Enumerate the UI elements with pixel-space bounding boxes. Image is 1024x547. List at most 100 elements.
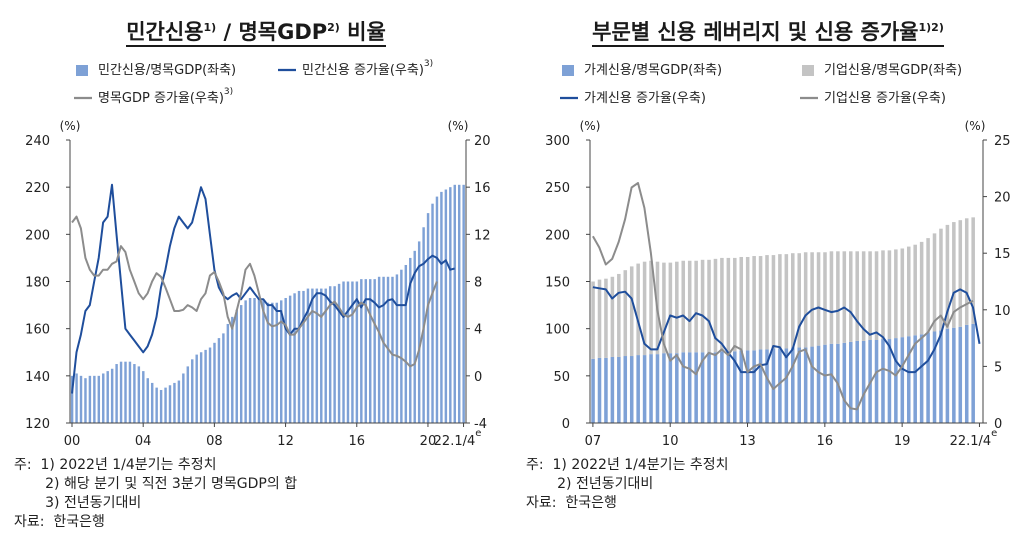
- left-bar: [226, 323, 230, 423]
- right-bar: [842, 342, 847, 423]
- right-bar: [610, 276, 615, 357]
- right-bar: [919, 241, 924, 335]
- right-bar: [919, 334, 924, 423]
- left-bar: [328, 286, 332, 423]
- right-title-sup: 1)2): [918, 21, 944, 34]
- right-bar: [881, 250, 885, 340]
- right-bar: [758, 256, 763, 350]
- left-bar: [70, 375, 74, 423]
- right-x-tick-label: 16: [817, 434, 834, 449]
- right-bar: [836, 251, 840, 344]
- left-legend-label: 민간신용 증가율(우축)3): [302, 59, 433, 78]
- left-bar: [302, 290, 305, 423]
- right-bar: [868, 251, 872, 340]
- right-bar: [848, 341, 853, 423]
- right-bar: [604, 278, 608, 358]
- right-right-tick-label: 20: [994, 191, 1011, 206]
- left-bar: [311, 288, 314, 423]
- right-legend-swatch: [802, 65, 814, 76]
- right-bar: [894, 338, 898, 423]
- left-right-tick-label: 16: [474, 181, 491, 196]
- right-bar: [617, 273, 621, 357]
- right-bar: [771, 255, 776, 349]
- right-legend-item: 기업신용 증가율(우축): [800, 91, 946, 106]
- right-bar: [720, 351, 724, 423]
- left-bar: [355, 281, 359, 423]
- left-bar: [257, 298, 261, 423]
- left-bar: [297, 290, 301, 423]
- left-bar: [191, 359, 194, 423]
- right-bar: [623, 356, 628, 423]
- left-bar: [137, 366, 141, 423]
- right-bar: [681, 260, 686, 353]
- left-bar: [417, 241, 421, 423]
- right-left-tick-label: 50: [553, 370, 570, 385]
- left-bar: [360, 279, 363, 423]
- right-bar: [623, 270, 628, 357]
- right-bar: [952, 222, 956, 328]
- left-bar: [235, 309, 238, 423]
- left-bar: [337, 283, 341, 423]
- right-bar: [797, 253, 801, 348]
- right-right-tick-label: 0: [994, 417, 1002, 432]
- right-right-tick-label: 25: [994, 134, 1011, 149]
- left-bar: [373, 279, 376, 423]
- left-bar: [133, 364, 136, 423]
- left-bar: [115, 364, 118, 423]
- right-right-tick-label: 15: [994, 247, 1011, 262]
- left-bar: [97, 375, 101, 423]
- right-bar: [591, 358, 595, 423]
- left-bar: [128, 361, 132, 423]
- left-bar: [213, 342, 216, 423]
- left-left-tick-label: 140: [25, 370, 50, 385]
- right-bar: [932, 331, 937, 423]
- left-bar: [293, 293, 296, 423]
- left-bar: [119, 361, 123, 423]
- left-bar: [440, 191, 443, 423]
- left-bar: [315, 288, 319, 423]
- right-bar: [642, 261, 647, 356]
- right-bar: [668, 353, 673, 423]
- right-chart-svg: 가계신용/명목GDP(좌축) 기업신용/명목GDP(좌축) 가계신용 증가율(우축)…: [545, 63, 1011, 449]
- left-bar: [346, 281, 350, 423]
- left-bar: [124, 361, 127, 423]
- left-left-tick-label: 160: [25, 323, 50, 338]
- left-bar: [173, 382, 176, 423]
- right-bar: [816, 345, 821, 423]
- right-bar: [945, 224, 950, 329]
- left-left-tick-label: 220: [25, 181, 50, 196]
- right-bar: [900, 248, 905, 338]
- left-bar: [320, 288, 323, 423]
- left-series-line: [71, 183, 455, 394]
- left-bar: [351, 281, 354, 423]
- right-bar: [913, 244, 917, 336]
- right-left-tick-label: 100: [545, 323, 570, 338]
- left-title-sup1: 1): [203, 21, 217, 34]
- left-legend-label: 민간신용/명목GDP(좌축): [98, 63, 236, 78]
- right-bar: [887, 250, 892, 340]
- left-bar: [244, 300, 247, 423]
- left-bar: [449, 187, 452, 423]
- left-bar: [404, 264, 408, 423]
- right-bar: [604, 357, 608, 423]
- left-bar: [306, 288, 310, 423]
- left-bar: [431, 203, 434, 423]
- left-bar: [426, 213, 430, 423]
- right-legend-label: 가계신용/명목GDP(좌축): [584, 63, 722, 78]
- left-legend-item: 명목GDP 증가율(우축)3): [74, 87, 233, 106]
- right-bar: [803, 252, 808, 348]
- right-bar: [855, 340, 859, 423]
- right-bar: [939, 330, 943, 423]
- right-bar: [952, 327, 956, 423]
- right-bar: [803, 347, 808, 423]
- right-left-unit: (%): [580, 119, 601, 133]
- left-bar: [182, 373, 185, 423]
- right-bar: [713, 352, 718, 423]
- right-bar: [861, 251, 866, 341]
- right-bar: [861, 340, 866, 423]
- left-bar: [102, 373, 105, 423]
- right-bar: [597, 279, 602, 358]
- right-bar: [636, 263, 640, 356]
- right-bar: [810, 252, 814, 347]
- right-bar: [629, 356, 634, 423]
